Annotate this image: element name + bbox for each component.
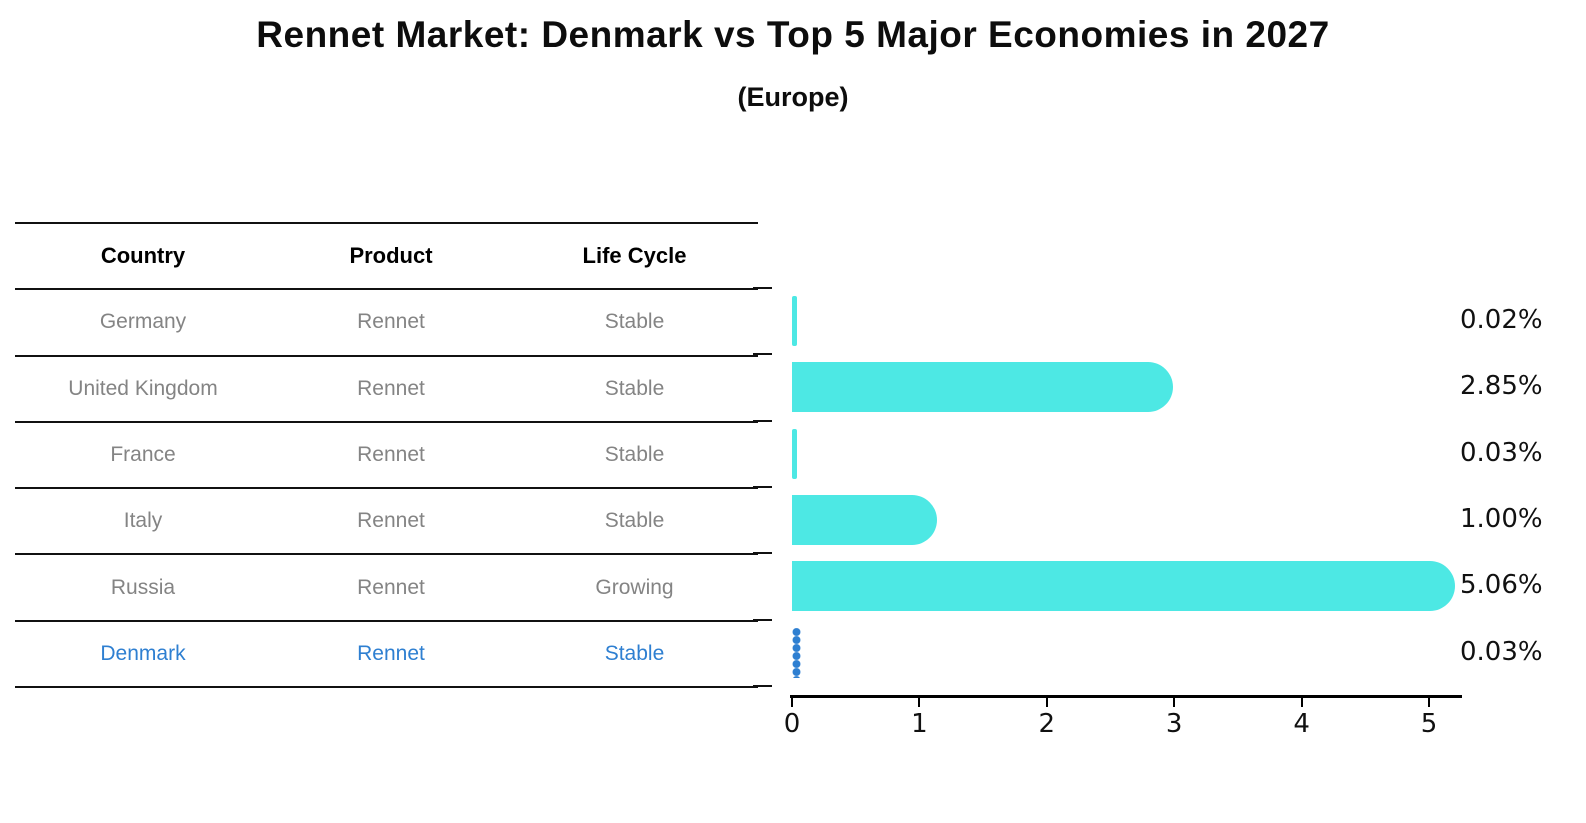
chart-subtitle: (Europe): [737, 82, 849, 112]
column-header-product: Product: [349, 243, 433, 269]
cell-product: Rennet: [357, 376, 425, 400]
bar-value-label: 0.03%: [1460, 636, 1543, 667]
y-tick-mark: [753, 552, 772, 555]
x-tick-label: 1: [911, 709, 928, 739]
table-row: Germany Rennet Stable: [15, 290, 758, 357]
column-header-country: Country: [100, 243, 186, 269]
x-tick: [918, 698, 921, 707]
bar-value-label: 0.03%: [1460, 437, 1543, 468]
table-row: France Rennet Stable: [15, 423, 758, 490]
x-tick-label: 3: [1165, 709, 1183, 739]
y-tick-mark: [753, 485, 772, 488]
x-tick: [1173, 698, 1176, 707]
cell-country: United Kingdom: [68, 376, 218, 400]
data-table: Country Product Life Cycle Germany Renne…: [15, 222, 758, 689]
table-row: Italy Rennet Stable: [15, 489, 758, 556]
x-tick: [1300, 698, 1303, 707]
x-tick-label: 4: [1293, 709, 1310, 739]
bar-chart: 0.02% 2.85% 0.03% 1.00% 5.06% 0.03% 0 1 …: [753, 287, 1543, 739]
x-tick: [791, 698, 793, 707]
cell-product: Rennet: [357, 509, 425, 533]
y-tick-mark: [753, 353, 772, 356]
chart-title: Rennet Market: Denmark vs Top 5 Major Ec…: [256, 14, 1330, 55]
cell-country: Denmark: [100, 641, 186, 665]
bar-value-label: 0.02%: [1460, 305, 1543, 335]
column-header-life-cycle: Life Cycle: [582, 243, 687, 269]
table-header-row: Country Product Life Cycle: [15, 222, 758, 291]
cell-country: Italy: [123, 509, 163, 533]
y-tick-mark: [753, 618, 772, 621]
cell-life-cycle: Growing: [595, 575, 674, 599]
y-tick-mark: [753, 419, 772, 422]
bar: [792, 362, 1174, 413]
cell-life-cycle: Stable: [604, 376, 665, 400]
cell-product: Rennet: [357, 310, 425, 334]
y-tick-mark: [753, 287, 772, 289]
cell-product: Rennet: [357, 575, 425, 599]
cell-country: Russia: [110, 575, 176, 599]
bar: [792, 296, 797, 346]
bar: [792, 428, 797, 479]
cell-life-cycle: Stable: [604, 641, 665, 665]
cell-country: France: [110, 443, 176, 467]
x-tick: [1428, 698, 1430, 707]
cell-product: Rennet: [357, 443, 425, 467]
bar-value-label: 5.06%: [1460, 570, 1543, 601]
cell-life-cycle: Stable: [604, 310, 665, 334]
bar: [792, 627, 801, 678]
bar-value-label: 2.85%: [1460, 371, 1543, 402]
bar: [792, 494, 938, 545]
table-row: Denmark Rennet Stable: [15, 622, 758, 689]
x-axis-line: [790, 695, 1462, 698]
cell-product: Rennet: [357, 641, 425, 665]
x-tick-label: 0: [783, 709, 801, 739]
cell-life-cycle: Stable: [604, 443, 665, 467]
table-row: United Kingdom Rennet Stable: [15, 357, 758, 423]
y-tick-mark: [753, 684, 772, 687]
bar: [792, 561, 1455, 612]
cell-country: Germany: [99, 310, 187, 334]
bar-value-label: 1.00%: [1460, 503, 1543, 534]
table-row: Russia Rennet Growing: [15, 555, 758, 622]
x-tick-label: 2: [1038, 709, 1056, 739]
x-tick: [1045, 698, 1048, 707]
cell-life-cycle: Stable: [604, 509, 665, 533]
x-tick-label: 5: [1420, 709, 1438, 739]
